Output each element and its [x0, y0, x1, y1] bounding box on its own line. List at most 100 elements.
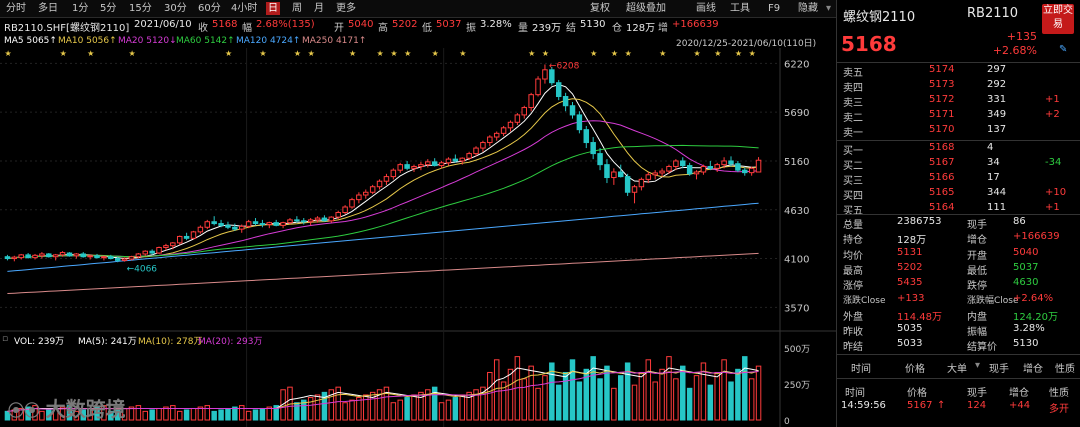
period-5min[interactable]: 5分: [100, 3, 117, 14]
candle-body: [425, 161, 431, 166]
period-week[interactable]: 周: [292, 3, 302, 14]
event-star-icon: ★: [432, 49, 439, 58]
adjust-button[interactable]: 复权: [590, 3, 610, 14]
candle-body: [307, 219, 314, 223]
candle-body: [301, 220, 307, 223]
ask-change: +2: [1045, 109, 1060, 120]
candle-body: [680, 160, 686, 167]
volume-bar: [73, 410, 80, 421]
tools-button[interactable]: 工具: [730, 3, 750, 14]
bid-label: 买二: [843, 161, 863, 172]
candle-body: [735, 163, 741, 171]
bid-price: 5165: [929, 187, 955, 198]
tick-header2-0: 时间: [845, 388, 865, 399]
candle-body: [259, 223, 266, 226]
stat-label: 现手: [967, 220, 987, 231]
high-value: 5202: [392, 19, 418, 30]
candle-body: [356, 194, 362, 201]
period-intraday[interactable]: 分时: [6, 3, 26, 14]
candle-body: [645, 174, 652, 180]
y-tick-label: 4630: [784, 206, 809, 217]
stat-label: 跌停: [967, 281, 987, 293]
candle-body: [245, 221, 252, 227]
candle-body: [528, 94, 534, 109]
up-arrow-icon: ↑: [937, 400, 946, 411]
tick-header2-4: 性质: [1049, 388, 1069, 399]
f9-button[interactable]: F9: [768, 3, 781, 14]
candle-body: [480, 142, 486, 149]
candle-body: [404, 164, 410, 169]
edit-icon[interactable]: ✎: [1059, 44, 1068, 55]
ask-price: 5170: [929, 124, 955, 135]
close-value: 5168: [212, 19, 238, 30]
candle-body: [707, 165, 714, 169]
event-star-icon: ★: [87, 49, 94, 58]
candle-body: [73, 253, 80, 257]
candle-body: [59, 252, 66, 256]
event-star-icon: ★: [377, 49, 384, 58]
candle-body: [590, 142, 596, 155]
volume-bar: [135, 405, 142, 421]
candle-body: [280, 222, 286, 226]
period-1min[interactable]: 1分: [72, 3, 89, 14]
dropdown-icon[interactable]: ▾: [975, 360, 981, 371]
chevron-down-icon[interactable]: ▾: [826, 3, 832, 14]
period-15min[interactable]: 15分: [129, 3, 152, 14]
candle-body: [32, 254, 38, 259]
period-4hour[interactable]: 4小时: [231, 3, 258, 14]
volume-bar: [521, 378, 528, 421]
vol-panel-box-icon[interactable]: ▫: [2, 334, 9, 344]
vol-ma5-legend: MA(5): 241万: [78, 337, 137, 347]
period-60min[interactable]: 60分: [198, 3, 221, 14]
kline-chart[interactable]: ★ ★ ★ ★ ★ ★ ★ ★ ★ ★ ★ ★ ★ ★ ★ ★ ★ ★ ★ ★ ★ ★ ★ ★ 500万 250万 0 6220 5…: [0, 48, 836, 427]
price-change: +135: [1006, 30, 1037, 43]
draw-line-button[interactable]: 画线: [696, 3, 716, 14]
change-value: 2.68%(135): [256, 19, 315, 30]
event-star-icon: ★: [349, 49, 356, 58]
ask-price: 5172: [929, 94, 955, 105]
trade-now-button[interactable]: 立即交易: [1042, 4, 1074, 34]
candle-body: [273, 222, 279, 226]
stat-label: 昨结: [843, 342, 863, 354]
volume-bar: [11, 409, 18, 421]
event-star-icon: ★: [259, 49, 266, 58]
tick-time: 14:59:56: [841, 400, 886, 411]
volume-bar: [59, 406, 66, 421]
volume-bar: [438, 402, 445, 421]
event-star-icon: ★: [390, 49, 397, 58]
vol-ma10-legend: MA(10): 278万: [138, 337, 203, 347]
watermark-text: 大数跨境: [45, 397, 126, 421]
volume-bar: [225, 407, 231, 421]
event-star-icon: ★: [294, 49, 301, 58]
candle-body: [521, 107, 528, 116]
period-day[interactable]: 日: [266, 2, 280, 15]
ask-label: 卖五: [843, 68, 863, 79]
candle-body: [714, 164, 720, 169]
overlay-button[interactable]: 超级叠加: [626, 3, 666, 14]
volume-bar: [404, 397, 410, 421]
stat-value: 2386753: [897, 216, 942, 227]
candle-body: [611, 171, 617, 179]
bid-label: 买三: [843, 176, 863, 187]
volume-bar: [342, 402, 348, 421]
hide-button[interactable]: 隐藏: [798, 3, 818, 14]
volume-bar: [487, 371, 493, 421]
volume-bar: [66, 405, 73, 421]
period-30min[interactable]: 30分: [164, 3, 187, 14]
volume-bar: [197, 406, 204, 421]
period-month[interactable]: 月: [314, 3, 324, 14]
stat-value: 5035: [897, 323, 923, 335]
stat-label: 最低: [967, 265, 987, 277]
tick-volume: 124: [967, 400, 987, 411]
period-more[interactable]: 更多: [336, 3, 356, 14]
volume-bar: [611, 387, 617, 421]
period-multiday[interactable]: 多日: [38, 3, 58, 14]
volume-bar: [94, 406, 100, 421]
stat-label: 涨停: [843, 281, 863, 293]
bid-volume: 17: [987, 172, 1000, 183]
candle-body: [190, 231, 197, 239]
event-star-icon: ★: [528, 49, 535, 58]
candle-body: [170, 242, 176, 247]
candle-body: [542, 69, 548, 80]
candle-body: [466, 153, 472, 159]
